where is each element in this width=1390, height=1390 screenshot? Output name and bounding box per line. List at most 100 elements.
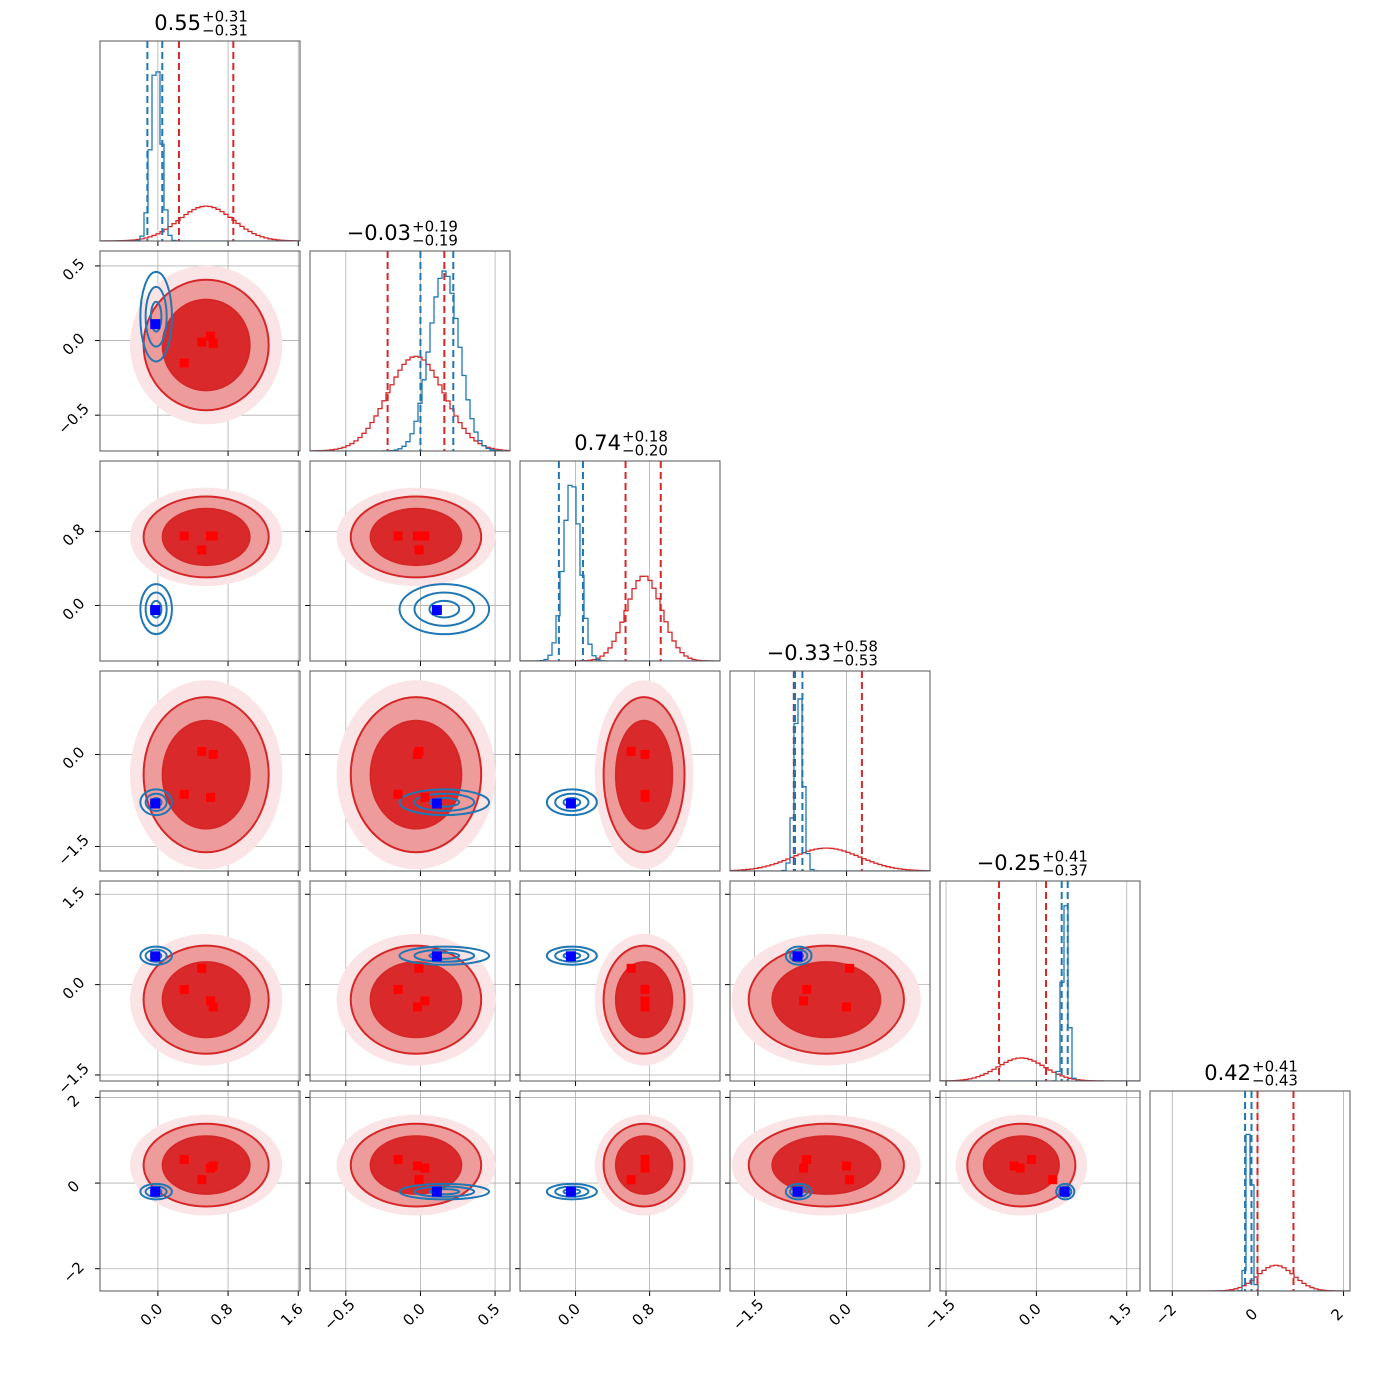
marker — [640, 749, 650, 759]
x-tick-label: 0.0 — [825, 1300, 855, 1330]
marker — [393, 1155, 403, 1165]
contour-line — [144, 1185, 168, 1198]
title-upper: +0.58 — [832, 638, 878, 656]
contour-line — [139, 1182, 173, 1201]
marker — [420, 531, 430, 541]
y-tick-label: 0.0 — [59, 743, 89, 773]
contour-line — [413, 1185, 476, 1198]
x-tick-label: −1.5 — [920, 1295, 958, 1333]
marker — [208, 531, 218, 541]
marker — [1048, 1175, 1058, 1185]
marker — [197, 1175, 207, 1185]
title-lower: −0.19 — [412, 232, 458, 250]
contour-line — [144, 285, 168, 348]
x-tick-label: 0.8 — [207, 1300, 237, 1330]
marker — [208, 1002, 218, 1012]
y-tick-label: 0.0 — [59, 973, 89, 1003]
contour-line — [554, 1185, 590, 1198]
x-tick-label: 2 — [1327, 1305, 1346, 1324]
title-upper: +0.19 — [412, 218, 458, 236]
histogram — [730, 847, 930, 871]
marker — [802, 1155, 812, 1165]
marker — [420, 1163, 430, 1173]
marker — [412, 1161, 422, 1171]
panel-frame — [939, 1090, 1141, 1292]
contour-line — [554, 792, 590, 812]
marker — [197, 337, 207, 347]
marker — [1009, 1161, 1019, 1171]
marker — [431, 1186, 442, 1197]
x-tick-label: 1.5 — [1106, 1300, 1136, 1330]
title-value: 0.42 — [1204, 1061, 1251, 1085]
panel — [520, 881, 720, 1081]
panel — [310, 881, 510, 1081]
panel-frame — [99, 670, 301, 872]
y-tick-label: −2 — [59, 1258, 87, 1286]
contour-line — [413, 792, 476, 812]
marker — [626, 1175, 636, 1185]
x-tick-label: 0.0 — [1015, 1300, 1045, 1330]
x-tick-label: 0.0 — [554, 1300, 584, 1330]
contour-line — [554, 948, 590, 963]
marker — [420, 792, 430, 802]
contour-line — [139, 583, 173, 636]
marker — [414, 545, 424, 555]
title-lower: −0.20 — [622, 442, 668, 460]
marker — [842, 1161, 852, 1171]
marker — [640, 984, 650, 994]
contour-line — [144, 591, 168, 627]
contour-line — [398, 945, 491, 966]
marker — [565, 1186, 576, 1197]
marker — [414, 963, 424, 973]
contour-line — [398, 1182, 491, 1201]
marker — [197, 545, 207, 555]
histogram — [520, 484, 720, 661]
marker — [640, 792, 650, 802]
contour-line — [428, 951, 461, 960]
marker — [802, 984, 812, 994]
y-tick-label: 2 — [64, 1091, 83, 1110]
contour-line — [545, 945, 598, 966]
contour-line — [545, 788, 598, 817]
title-upper: +0.41 — [1252, 1058, 1298, 1076]
contour-line — [139, 788, 173, 817]
marker — [640, 996, 650, 1006]
y-tick-label: 0.5 — [59, 255, 89, 285]
panel — [310, 671, 510, 871]
histogram — [100, 205, 300, 241]
marker — [393, 789, 403, 799]
marker — [431, 605, 442, 616]
contour-line — [428, 599, 461, 619]
contour-line — [784, 1182, 813, 1201]
title-lower: −0.37 — [1042, 862, 1088, 880]
x-tick-label: −2 — [1152, 1300, 1180, 1328]
title-lower: −0.43 — [1252, 1072, 1298, 1090]
marker — [626, 963, 636, 973]
marker — [792, 1186, 803, 1197]
contour-line — [139, 945, 173, 966]
contour-line — [413, 591, 476, 627]
panel — [1150, 1091, 1350, 1291]
panel-frame — [519, 1090, 721, 1292]
panel-frame — [309, 1090, 511, 1292]
contour-inner — [771, 961, 882, 1039]
contour-line — [1058, 1185, 1073, 1198]
x-tick-label: −0.5 — [320, 1295, 358, 1333]
histogram — [100, 71, 300, 241]
x-tick-label: −1.5 — [729, 1295, 767, 1333]
x-tick-label: 0.5 — [474, 1300, 504, 1330]
panel-frame — [99, 40, 301, 242]
contour-inner — [161, 719, 251, 830]
title-value: −0.25 — [977, 851, 1041, 875]
panel-frame — [519, 670, 721, 872]
contour-line — [428, 796, 461, 808]
histogram — [940, 905, 1140, 1081]
title-upper: +0.41 — [1042, 848, 1088, 866]
panel-frame — [1149, 1090, 1351, 1292]
panel-frame — [99, 250, 301, 452]
marker — [150, 605, 161, 616]
marker — [206, 331, 216, 341]
marker — [150, 319, 161, 330]
marker — [565, 951, 576, 962]
panel — [730, 1091, 930, 1291]
